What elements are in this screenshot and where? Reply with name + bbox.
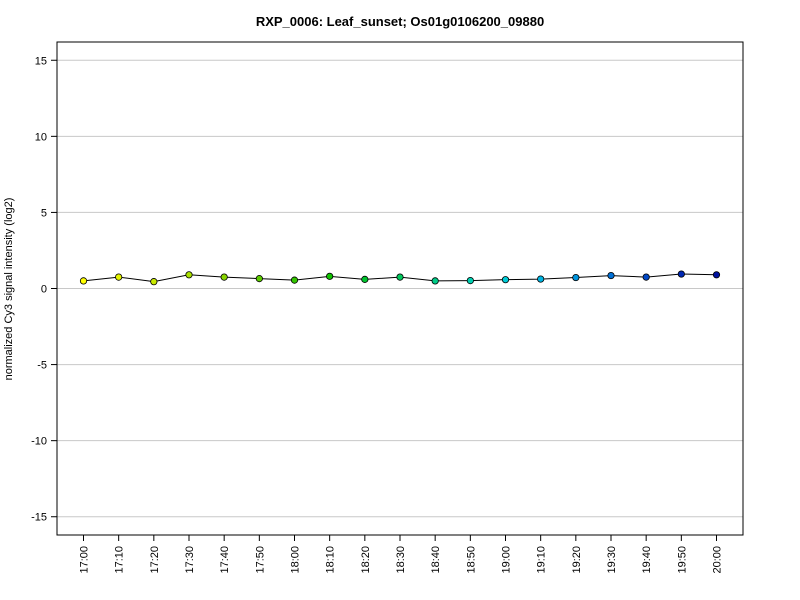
grid-lines <box>57 59 743 518</box>
plot-area <box>79 270 721 286</box>
data-point <box>361 275 369 283</box>
x-tick-label: 19:10 <box>536 546 548 574</box>
x-tick-label: 18:20 <box>360 546 372 574</box>
data-point <box>115 273 123 281</box>
x-tick-label: 17:10 <box>114 546 126 574</box>
data-point <box>712 271 721 279</box>
data-point <box>572 273 580 282</box>
y-tick-label: -10 <box>31 436 47 448</box>
data-point <box>220 273 228 281</box>
x-tick-label: 17:30 <box>184 546 196 574</box>
data-point <box>607 271 615 280</box>
x-tick-label: 19:00 <box>501 546 513 574</box>
data-point <box>537 275 545 283</box>
axes: 15 10 5 0 -5 -10 -15 17:00 17:10 17:20 17:30 17:40 1… <box>31 41 744 574</box>
x-tick-label: 19:20 <box>571 546 583 574</box>
x-tick-label: 18:30 <box>395 546 407 574</box>
data-point <box>185 271 193 279</box>
y-tick-label: -5 <box>37 360 47 372</box>
y-tick-label: -15 <box>31 512 47 524</box>
y-tick-label: 15 <box>35 55 47 67</box>
data-point <box>677 270 685 278</box>
data-point <box>396 273 404 281</box>
data-point <box>501 276 510 284</box>
x-tick-label: 18:10 <box>325 546 337 574</box>
x-tick-label: 18:50 <box>465 546 477 574</box>
x-tick-label: 20:00 <box>712 546 724 574</box>
data-point <box>642 273 650 281</box>
chart-title: RXP_0006: Leaf_sunset; Os01g0106200_0988… <box>256 14 544 29</box>
x-tick-label: 17:20 <box>149 546 161 574</box>
y-axis-label: normalized Cy3 signal intensity (log2) <box>3 198 15 381</box>
x-tick-label: 19:30 <box>606 546 618 574</box>
data-point <box>466 276 474 285</box>
x-tick-label: 18:40 <box>430 546 442 574</box>
x-tick-label: 18:00 <box>290 546 302 574</box>
y-tick-label: 5 <box>41 207 47 219</box>
x-tick-label: 19:40 <box>641 546 653 574</box>
x-tick-label: 17:00 <box>79 546 91 574</box>
data-point <box>79 277 88 285</box>
x-tick-label: 17:50 <box>254 546 266 574</box>
y-tick-label: 0 <box>41 284 47 296</box>
data-point <box>431 277 439 285</box>
x-tick-label: 17:40 <box>219 546 231 574</box>
data-point <box>255 275 263 283</box>
data-point <box>150 278 158 286</box>
x-tick-label: 19:50 <box>676 546 688 574</box>
data-point <box>290 276 299 284</box>
data-point <box>326 272 334 280</box>
y-tick-label: 10 <box>35 131 47 143</box>
